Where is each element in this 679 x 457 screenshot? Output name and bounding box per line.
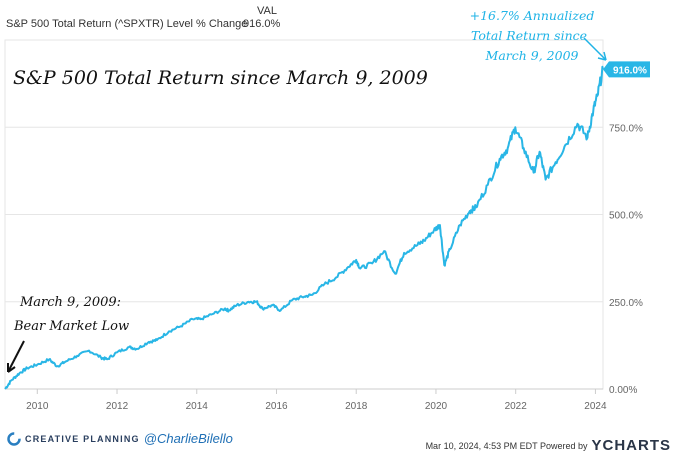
end-annotation-arrowhead [597,51,607,61]
timestamp: Mar 10, 2024, 4:53 PM EDT Powered by [425,440,588,451]
y-tick-label-2: 500.0% [609,211,643,222]
chart-title: S&P 500 Total Return since March 9, 2009 [13,67,428,89]
y-tick-label-0: 0.00% [609,385,637,396]
footer-meta: Mar 10, 2024, 4:53 PM EDT Powered by YCH… [426,437,671,454]
series-label: S&P 500 Total Return (^SPXTR) Level % Ch… [6,18,248,30]
val-value: 916.0% [243,18,281,30]
footer-brand: CREATIVE PLANNING @CharlieBilello [7,431,233,446]
x-tick-label-2018: 2018 [345,401,368,412]
x-tick-label-2014: 2014 [186,401,209,412]
y-tick-label-1: 250.0% [609,298,643,309]
val-header: VAL [257,5,277,17]
start-annotation-line-0: March 9, 2009: [19,295,121,310]
x-tick-label-2024: 2024 [584,401,607,412]
series-line-spxtr [4,65,604,390]
end-value-label: 916.0% [613,65,647,76]
x-tick-label-2016: 2016 [265,401,288,412]
end-annotation-line-1: Total Return since [471,28,587,43]
start-annotation-arrow [7,340,25,373]
end-annotation-line-0: +16.7% Annualized [470,8,595,23]
tick-labels: 0.00% 250.0% 500.0% 750.0% 2010 2012 2014 2016 2… [26,123,643,412]
creative-planning-logo-icon [7,431,21,446]
x-tick-label-2020: 2020 [425,401,448,412]
end-value-badge: 916.0% [603,61,650,78]
end-value-badge-bg [603,61,650,78]
end-annotation-line-2: March 9, 2009 [485,48,579,63]
start-annotation-arrowhead [7,363,16,373]
axes [5,388,603,394]
x-tick-label-2012: 2012 [106,401,129,412]
x-tick-label-2010: 2010 [26,401,49,412]
ycharts-logo[interactable]: YCHARTS [591,437,671,454]
annotations: S&P 500 Total Return since March 9, 2009… [7,8,607,373]
twitter-handle[interactable]: @CharlieBilello [143,431,233,446]
y-tick-label-3: 750.0% [609,123,643,134]
brand-name: CREATIVE PLANNING [25,433,140,444]
start-annotation-line-1: Bear Market Low [13,319,129,334]
end-annotation-arrow [583,37,607,61]
x-tick-label-2022: 2022 [505,401,528,412]
grid [4,39,604,390]
series-layer: 916.0% [4,61,650,390]
